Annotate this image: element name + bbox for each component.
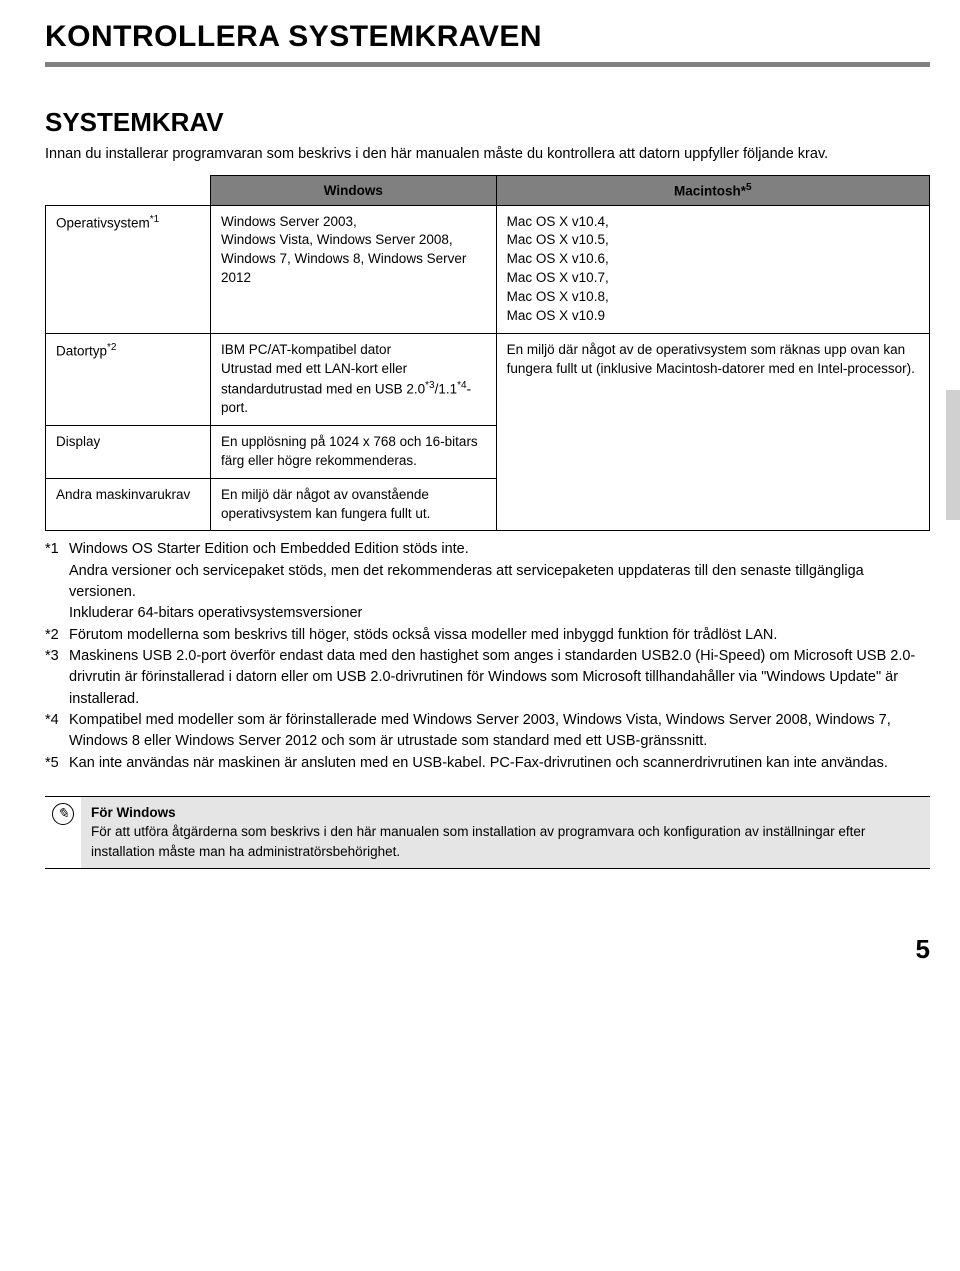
page-side-tab <box>946 390 960 520</box>
row-label-datortyp: Datortyp*2 <box>46 333 211 425</box>
table-corner-blank <box>46 176 211 206</box>
note-pencil-icon: ✎ <box>52 803 74 825</box>
row-label-datortyp-sup: *2 <box>107 342 116 353</box>
note-icon-wrap: ✎ <box>45 796 81 869</box>
fn-num-3: *3 <box>45 646 69 710</box>
cell-os-windows: Windows Server 2003, Windows Vista, Wind… <box>211 205 497 333</box>
row-label-os-sup: *1 <box>150 214 159 225</box>
row-label-hardware: Andra maskinvarukrav <box>46 478 211 531</box>
intro-text: Innan du installerar programvaran som be… <box>45 144 930 165</box>
note-text: För att utföra åtgärderna som beskrivs i… <box>91 822 920 861</box>
page-title: KONTROLLERA SYSTEMKRAVEN <box>45 20 930 54</box>
row-label-os: Operativsystem*1 <box>46 205 211 333</box>
fn1-line-a: Windows OS Starter Edition och Embedded … <box>69 539 930 560</box>
table-row: Operativsystem*1 Windows Server 2003, Wi… <box>46 205 930 333</box>
footnotes: *1 Windows OS Starter Edition och Embedd… <box>45 539 930 773</box>
title-rule <box>45 62 930 67</box>
note-body: För Windows För att utföra åtgärderna so… <box>81 796 930 869</box>
cell-display-windows: En upplösning på 1024 x 768 och 16-bitar… <box>211 425 497 478</box>
section-title: SYSTEMKRAV <box>45 107 930 138</box>
row-label-display: Display <box>46 425 211 478</box>
fn-num-4: *4 <box>45 710 69 753</box>
fn-num-2: *2 <box>45 625 69 646</box>
row-label-datortyp-text: Datortyp <box>56 343 107 358</box>
fn1-line-b: Andra versioner och servicepaket stöds, … <box>45 561 930 604</box>
fn2-body: Förutom modellerna som beskrivs till hög… <box>69 625 930 646</box>
col-header-mac-text: Macintosh* <box>674 184 746 199</box>
requirements-table: Windows Macintosh*5 Operativsystem*1 Win… <box>45 175 930 531</box>
fn-num-5: *5 <box>45 753 69 774</box>
page-number: 5 <box>45 934 930 965</box>
cell-datortyp-windows: IBM PC/AT-kompatibel dator Utrustad med … <box>211 333 497 425</box>
fn5-body: Kan inte användas när maskinen är anslut… <box>69 753 930 774</box>
cell-mac-environment: En miljö där något av de operativsystem … <box>496 333 929 531</box>
cell-hardware-windows: En miljö där något av ovanstående operat… <box>211 478 497 531</box>
col-header-mac-sup: 5 <box>746 182 752 193</box>
fn1-line-c: Inkluderar 64-bitars operativsystemsvers… <box>45 603 930 624</box>
row-label-os-text: Operativsystem <box>56 215 150 230</box>
table-row: Datortyp*2 IBM PC/AT-kompatibel dator Ut… <box>46 333 930 425</box>
note-box: ✎ För Windows För att utföra åtgärderna … <box>45 796 930 869</box>
fn4-body: Kompatibel med modeller som är förinstal… <box>69 710 930 753</box>
col-header-windows: Windows <box>211 176 497 206</box>
usb-sup-4: *4 <box>457 380 466 391</box>
col-header-mac: Macintosh*5 <box>496 176 929 206</box>
usb-sup-3: *3 <box>425 380 434 391</box>
note-title: För Windows <box>91 803 920 823</box>
cell-os-mac: Mac OS X v10.4, Mac OS X v10.5, Mac OS X… <box>496 205 929 333</box>
fn-num-1: *1 <box>45 539 69 560</box>
fn3-body: Maskinens USB 2.0-port överför endast da… <box>69 646 930 710</box>
